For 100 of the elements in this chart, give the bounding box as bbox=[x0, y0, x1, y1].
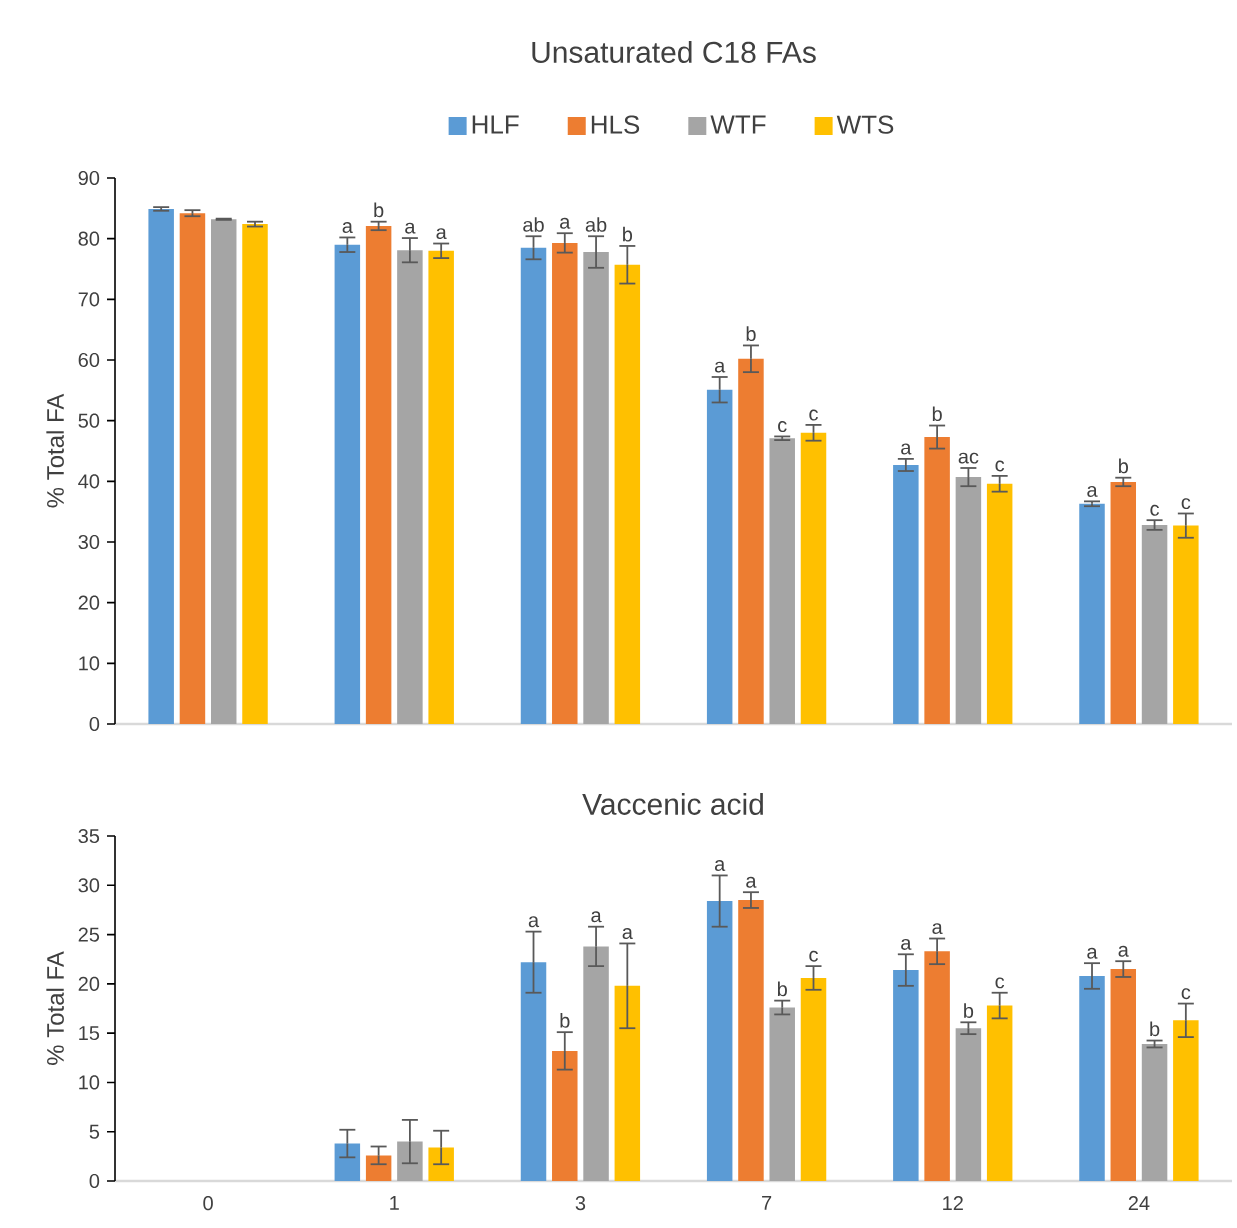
x-tick-label: 7 bbox=[762, 1196, 772, 1210]
data-label: b bbox=[374, 202, 384, 218]
bar bbox=[706, 389, 733, 724]
bar bbox=[1173, 525, 1199, 724]
bar bbox=[924, 951, 950, 1182]
bar bbox=[1141, 1044, 1168, 1182]
bar bbox=[334, 244, 361, 724]
data-label: c bbox=[995, 977, 1005, 989]
bar bbox=[397, 250, 423, 724]
bar bbox=[428, 1147, 454, 1182]
bar bbox=[955, 477, 982, 724]
data-label: b bbox=[1150, 1021, 1160, 1037]
bar bbox=[738, 900, 764, 1182]
data-label: ac bbox=[958, 452, 979, 464]
bar bbox=[800, 977, 827, 1182]
data-label: a bbox=[342, 222, 353, 234]
legend-label: HLF bbox=[472, 115, 519, 134]
data-label: b bbox=[746, 326, 756, 342]
data-label: a bbox=[901, 938, 912, 950]
y-tick-label: 10 bbox=[79, 1075, 100, 1090]
x-tick-label: 1 bbox=[390, 1196, 399, 1210]
bar bbox=[1110, 969, 1137, 1182]
y-tick-label: 0 bbox=[89, 716, 100, 732]
bar bbox=[769, 438, 795, 724]
data-label: b bbox=[1119, 458, 1129, 474]
data-label: a bbox=[591, 911, 602, 923]
bar bbox=[986, 1005, 1013, 1182]
bar bbox=[552, 1050, 578, 1182]
y-tick-label: 0 bbox=[89, 1173, 100, 1189]
data-label: a bbox=[901, 443, 912, 455]
bar bbox=[706, 901, 733, 1182]
data-label: a bbox=[1118, 945, 1129, 957]
data-label: a bbox=[714, 361, 726, 373]
y-tick-label: 40 bbox=[78, 474, 100, 489]
chart-title: Unsaturated C18 FAs bbox=[532, 40, 816, 63]
y-tick-label: 25 bbox=[78, 927, 100, 942]
data-label: c bbox=[1181, 988, 1191, 1000]
y-tick-label: 35 bbox=[78, 828, 100, 844]
bar bbox=[800, 432, 827, 724]
y-axis-title: % Total FA bbox=[46, 951, 64, 1066]
data-label: a bbox=[1087, 947, 1098, 959]
y-tick-label: 80 bbox=[78, 231, 100, 246]
data-label: a bbox=[436, 228, 447, 240]
x-tick-label: 0 bbox=[203, 1196, 213, 1211]
data-label: a bbox=[1087, 486, 1098, 497]
bar bbox=[428, 250, 454, 724]
data-label: c bbox=[995, 460, 1005, 472]
data-label: c bbox=[809, 950, 818, 962]
legend-label: WTF bbox=[710, 115, 766, 134]
bar bbox=[924, 437, 950, 724]
data-label: c bbox=[1150, 504, 1160, 516]
data-label: ab bbox=[585, 217, 607, 232]
data-label: b bbox=[964, 1003, 974, 1018]
data-label: a bbox=[714, 860, 726, 872]
bar bbox=[179, 213, 206, 724]
bar bbox=[738, 358, 764, 724]
bar bbox=[893, 970, 919, 1182]
bar bbox=[583, 946, 609, 1182]
bar bbox=[1110, 481, 1137, 724]
bar bbox=[148, 208, 174, 724]
bar bbox=[365, 225, 392, 724]
bar bbox=[614, 985, 641, 1182]
y-tick-label: 70 bbox=[78, 292, 100, 307]
bar bbox=[365, 1155, 392, 1182]
y-tick-label: 20 bbox=[78, 976, 100, 991]
bar bbox=[242, 224, 268, 724]
bar bbox=[769, 1007, 795, 1182]
data-label: b bbox=[932, 406, 942, 422]
legend-label: WTS bbox=[836, 115, 894, 134]
bar bbox=[210, 219, 237, 724]
data-label: b bbox=[623, 226, 633, 242]
x-tick-label: 24 bbox=[1128, 1196, 1150, 1211]
bar bbox=[1079, 503, 1105, 724]
y-tick-label: 20 bbox=[78, 595, 100, 610]
y-tick-label: 30 bbox=[78, 878, 100, 893]
data-label: a bbox=[932, 923, 943, 935]
data-label: a bbox=[746, 876, 757, 888]
bar bbox=[1141, 525, 1168, 724]
data-label: c bbox=[1181, 498, 1191, 510]
data-label: b bbox=[560, 1013, 570, 1028]
bar bbox=[986, 483, 1013, 724]
bar bbox=[955, 1028, 982, 1182]
bar bbox=[552, 242, 578, 724]
y-axis-title: % Total FA bbox=[46, 393, 64, 508]
y-tick-label: 90 bbox=[78, 170, 100, 186]
legend-label: HLS bbox=[591, 115, 640, 134]
y-tick-label: 50 bbox=[78, 413, 100, 428]
bar bbox=[1173, 1020, 1199, 1182]
bar bbox=[334, 1143, 361, 1182]
x-tick-label: 12 bbox=[943, 1196, 963, 1211]
y-tick-label: 5 bbox=[89, 1124, 100, 1139]
bar bbox=[583, 252, 609, 724]
data-label: a bbox=[405, 222, 416, 234]
data-label: ab bbox=[523, 217, 544, 232]
bar bbox=[520, 247, 547, 724]
y-tick-label: 10 bbox=[79, 656, 100, 671]
y-tick-label: 60 bbox=[78, 352, 100, 368]
bar bbox=[520, 962, 547, 1182]
data-label: a bbox=[528, 916, 540, 928]
bar bbox=[614, 264, 641, 724]
